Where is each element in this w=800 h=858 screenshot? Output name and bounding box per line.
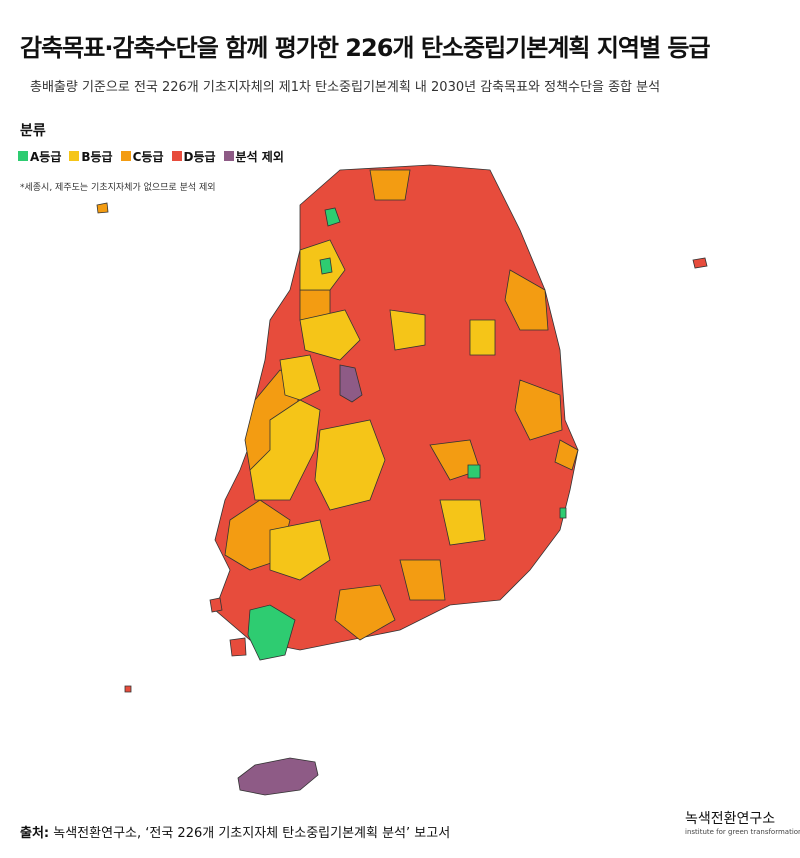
- subtitle: 총배출량 기준으로 전국 226개 기초지자체의 제1차 탄소중립기본계획 내 …: [30, 80, 661, 95]
- legend-label: D등급: [183, 150, 216, 164]
- region: [299, 309, 361, 361]
- legend-label: B등급: [81, 150, 113, 164]
- region: [279, 354, 321, 401]
- logo: 녹색전환연구소: [685, 811, 776, 827]
- legend-title: 분류: [20, 123, 46, 139]
- island: [209, 597, 223, 613]
- legend-item: D등급: [171, 148, 216, 165]
- legend-swatch: [171, 151, 182, 161]
- legend-swatch: [120, 151, 131, 161]
- jeju: [237, 757, 319, 796]
- legend-item: B등급: [69, 148, 113, 165]
- legend-swatch: [223, 151, 234, 161]
- island: [229, 637, 247, 657]
- region: [559, 507, 567, 519]
- region: [324, 207, 341, 227]
- region: [439, 499, 486, 546]
- source-text: 녹색전환연구소, ‘전국 226개 기초지자체 탄소중립기본계획 분석’ 보고서: [53, 826, 451, 841]
- legend-swatch: [18, 151, 28, 161]
- sejong: [339, 364, 363, 403]
- region: [467, 464, 481, 479]
- source: 출처: 녹색전환연구소, ‘전국 226개 기초지자체 탄소중립기본계획 분석’…: [20, 822, 450, 841]
- region: [369, 169, 411, 201]
- legend-item: 분석 제외: [223, 148, 284, 165]
- legend: A등급 B등급 C등급 D등급 분석 제외: [18, 148, 284, 165]
- region: [514, 379, 563, 441]
- island: [96, 202, 109, 214]
- region: [249, 399, 321, 501]
- island: [692, 257, 708, 269]
- title: 감축목표·감축수단을 함께 평가한 226개 탄소중립기본계획 지역별 등급: [20, 34, 711, 62]
- note: *세종시, 제주도는 기초지자체가 없으므로 분석 제외: [20, 183, 216, 193]
- region: [469, 319, 496, 356]
- source-label: 출처:: [20, 826, 50, 841]
- legend-swatch: [69, 151, 80, 161]
- region: [319, 257, 333, 275]
- region: [504, 269, 549, 331]
- legend-label: A등급: [30, 150, 62, 164]
- legend-item: C등급: [120, 148, 164, 165]
- region: [399, 559, 446, 601]
- legend-item: A등급: [18, 148, 61, 165]
- region: [389, 309, 426, 351]
- region: [269, 519, 331, 581]
- region: [554, 439, 579, 471]
- island: [124, 685, 132, 693]
- legend-label: 분석 제외: [235, 150, 284, 164]
- map: [96, 164, 708, 796]
- logo-sub: institute for green transformation: [685, 828, 800, 836]
- region: [334, 584, 396, 641]
- legend-label: C등급: [132, 150, 164, 164]
- region: [314, 419, 386, 511]
- region: [247, 604, 296, 661]
